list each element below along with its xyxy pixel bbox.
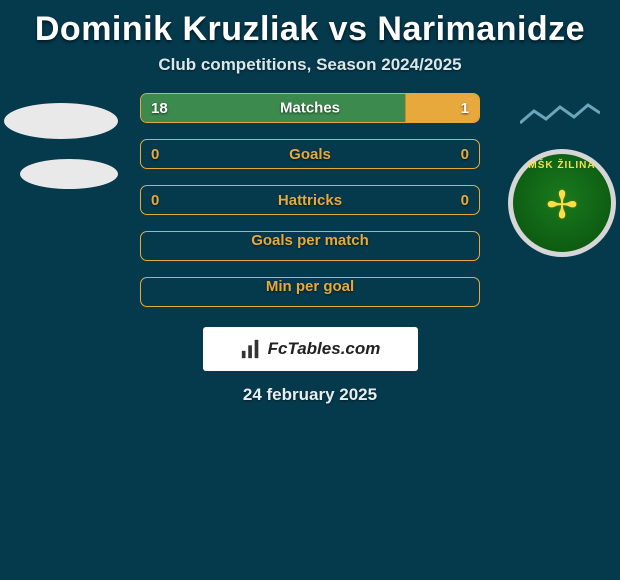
bar-chart-icon xyxy=(240,338,262,360)
stat-value-right: 0 xyxy=(461,192,469,209)
page-title: Dominik Kruzliak vs Narimanidze xyxy=(0,10,620,49)
club-badge-cross-icon: ✢ xyxy=(546,187,578,225)
footer-brand-text: FcTables.com xyxy=(268,339,381,359)
stat-label: Goals xyxy=(289,146,331,163)
stat-label: Min per goal xyxy=(266,278,354,306)
sparkline-icon xyxy=(520,103,600,125)
stat-label: Matches xyxy=(141,100,479,117)
stats-area: MŠK ŽILINA ✢ 181Matches 0 Goals 0 0 Hattricks… xyxy=(0,93,620,307)
update-date: 24 february 2025 xyxy=(0,385,620,405)
subtitle: Club competitions, Season 2024/2025 xyxy=(0,55,620,75)
stat-value-right: 0 xyxy=(461,146,469,163)
player-avatar-left-1 xyxy=(4,103,118,139)
stat-value-right-wrap: 0 xyxy=(451,186,479,214)
player-avatar-left-2 xyxy=(20,159,118,189)
stat-value-left: 0 xyxy=(151,146,159,163)
stat-row: Min per goal xyxy=(140,277,480,307)
stat-row: 0 Hattricks 0 xyxy=(140,185,480,215)
footer-brand: FcTables.com xyxy=(203,327,418,371)
stat-value-left: 0 xyxy=(151,192,159,209)
stat-rows: 181Matches 0 Goals 0 0 Hattricks 0 Goals per ma… xyxy=(140,93,480,307)
stat-value-left-wrap: 0 xyxy=(141,186,169,214)
stat-label: Goals per match xyxy=(251,232,369,260)
stat-row: 181Matches xyxy=(140,93,480,123)
stat-label: Hattricks xyxy=(278,192,342,209)
stat-row: 0 Goals 0 xyxy=(140,139,480,169)
stat-value-left-wrap: 0 xyxy=(141,140,169,168)
stat-value-right-wrap: 0 xyxy=(451,140,479,168)
club-badge: MŠK ŽILINA ✢ xyxy=(508,149,616,257)
stat-row: Goals per match xyxy=(140,231,480,261)
club-badge-text: MŠK ŽILINA xyxy=(513,160,611,171)
